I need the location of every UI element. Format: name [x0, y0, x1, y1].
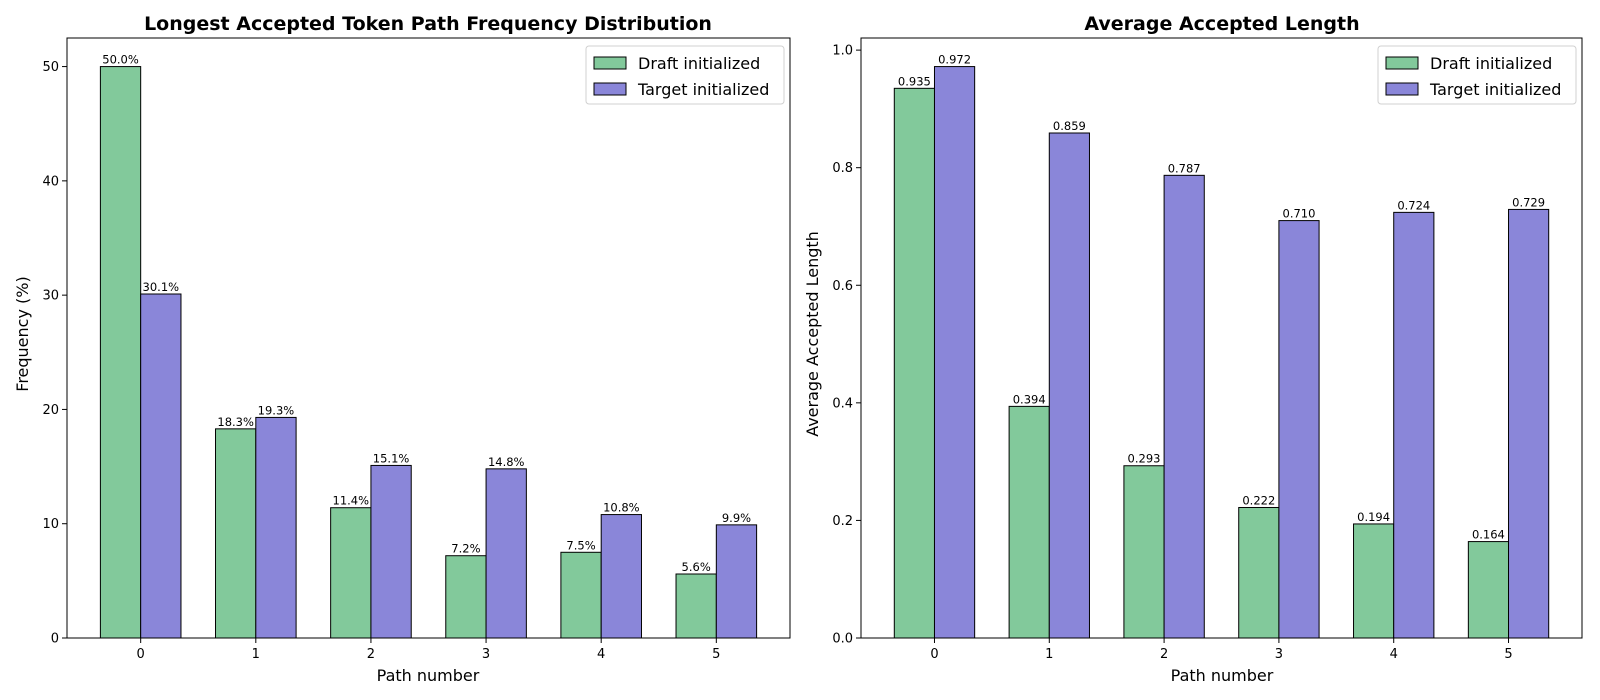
data-label: 0.859 [1053, 119, 1086, 133]
legend-box [585, 45, 785, 105]
y-tick-label: 1.0 [832, 44, 853, 59]
x-tick-label: 5 [712, 647, 720, 662]
chart-title: Longest Accepted Token Path Frequency Di… [144, 13, 712, 35]
plot-frame [66, 37, 791, 639]
x-tick-label: 3 [1275, 647, 1283, 662]
y-tick-label: 50 [42, 60, 59, 75]
y-tick-label: 40 [42, 174, 59, 189]
chart-path-frequency: Longest Accepted Token Path Frequency Di… [13, 13, 791, 685]
x-tick-label: 4 [597, 647, 605, 662]
legend-label: Draft initialized [1430, 54, 1552, 73]
bar-draft-4 [1353, 523, 1395, 639]
data-label: 0.164 [1472, 528, 1505, 542]
data-label: 9.9% [722, 511, 751, 525]
y-tick-label: 0.4 [832, 396, 853, 411]
bar-target-1 [255, 416, 297, 639]
data-label: 0.787 [1168, 161, 1201, 175]
y-axis-label: Frequency (%) [13, 276, 32, 391]
y-axis-label: Average Accepted Length [803, 231, 822, 437]
plot-area [67, 38, 790, 638]
x-tick-label: 2 [367, 647, 375, 662]
bar-draft-0 [893, 87, 935, 639]
chart-title: Average Accepted Length [1084, 13, 1359, 35]
data-label: 0.710 [1283, 207, 1316, 221]
data-label: 0.194 [1357, 510, 1390, 524]
bar-target-4 [1393, 211, 1435, 639]
data-label: 5.6% [682, 560, 711, 574]
bar-draft-5 [675, 573, 717, 639]
bar-draft-4 [560, 551, 602, 639]
data-label: 11.4% [333, 494, 370, 508]
bar-target-5 [715, 524, 758, 639]
data-label: 10.8% [603, 501, 640, 515]
legend-swatch-draft [593, 56, 627, 70]
data-label: 14.8% [488, 455, 525, 469]
x-axis-label: Path number [377, 666, 480, 685]
y-tick-label: 0.6 [832, 279, 853, 294]
data-label: 19.3% [258, 403, 295, 417]
y-tick-label: 0 [51, 632, 59, 647]
data-label: 0.972 [938, 53, 971, 67]
bar-draft-3 [1238, 506, 1280, 639]
legend-label: Target initialized [637, 80, 769, 99]
data-label: 18.3% [217, 415, 254, 429]
data-label: 0.394 [1013, 392, 1046, 406]
legend-swatch-target [593, 82, 627, 96]
plot-area [861, 38, 1582, 638]
data-label: 7.2% [451, 542, 480, 556]
y-tick-label: 20 [42, 403, 59, 418]
bar-draft-1 [1008, 405, 1050, 639]
x-tick-label: 5 [1504, 647, 1512, 662]
x-tick-label: 4 [1390, 647, 1398, 662]
bar-target-2 [370, 464, 412, 639]
y-tick-label: 30 [42, 289, 59, 304]
data-label: 0.935 [898, 74, 931, 88]
y-tick-label: 0.2 [832, 514, 853, 529]
x-tick-label: 1 [252, 647, 260, 662]
bar-target-0 [933, 66, 976, 639]
bar-draft-5 [1467, 541, 1510, 639]
data-label: 0.293 [1128, 452, 1161, 466]
data-label: 15.1% [373, 451, 410, 465]
data-label: 0.729 [1512, 195, 1545, 209]
legend-label: Draft initialized [638, 54, 760, 73]
bar-draft-1 [215, 428, 257, 639]
bar-draft-2 [330, 507, 372, 639]
y-tick-label: 0.8 [832, 161, 853, 176]
data-label: 0.724 [1397, 198, 1430, 212]
x-tick-label: 0 [930, 647, 938, 662]
x-axis-label: Path number [1171, 666, 1274, 685]
bar-target-5 [1508, 208, 1550, 639]
x-tick-label: 1 [1045, 647, 1053, 662]
bar-target-3 [485, 468, 527, 639]
data-label: 30.1% [143, 280, 180, 294]
bar-target-0 [140, 293, 182, 639]
x-tick-label: 0 [137, 647, 145, 662]
legend-swatch-target [1385, 82, 1419, 96]
legend-label: Target initialized [1429, 80, 1561, 99]
x-tick-label: 3 [482, 647, 490, 662]
data-label: 7.5% [566, 538, 595, 552]
data-label: 50.0% [102, 53, 139, 67]
legend-swatch-draft [1385, 56, 1419, 70]
bar-target-2 [1163, 174, 1205, 639]
bar-draft-0 [99, 66, 142, 639]
legend-box [1377, 45, 1577, 105]
x-tick-label: 2 [1160, 647, 1168, 662]
y-tick-label: 0.0 [832, 632, 853, 647]
bar-target-1 [1048, 132, 1090, 639]
bar-target-3 [1278, 220, 1320, 639]
bar-draft-2 [1123, 465, 1165, 639]
data-label: 0.222 [1242, 493, 1275, 507]
y-tick-label: 10 [42, 517, 59, 532]
bar-draft-3 [445, 555, 487, 639]
bar-target-4 [600, 514, 642, 639]
chart-average-accepted-length: Average Accepted Length Path number Aver… [803, 13, 1583, 685]
plot-frame [860, 37, 1583, 639]
